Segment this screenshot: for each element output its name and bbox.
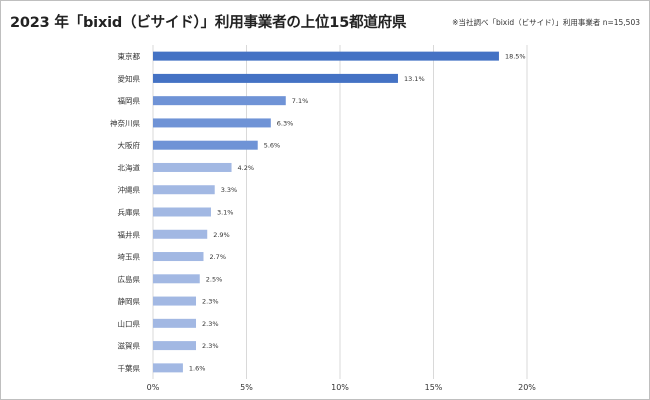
- bar: [153, 363, 183, 373]
- bar: [153, 162, 232, 172]
- category-label: 広島県: [118, 274, 141, 284]
- data-label: 18.5%: [505, 53, 526, 61]
- data-label: 6.3%: [277, 119, 294, 127]
- data-label: 3.3%: [221, 186, 238, 194]
- data-label: 2.7%: [209, 253, 226, 261]
- category-label: 福井県: [118, 229, 141, 239]
- source-note: ※当社調べ「bixid（ビサイド）」利用事業者 n=15,503: [452, 18, 640, 27]
- bar: [153, 318, 197, 328]
- category-label: 福岡県: [118, 97, 141, 106]
- category-label: 北海道: [118, 162, 141, 172]
- category-label: 沖縄県: [118, 185, 141, 195]
- x-tick-label: 0%: [147, 383, 160, 392]
- bar: [153, 252, 204, 262]
- data-label: 1.6%: [189, 364, 206, 372]
- data-label: 2.3%: [202, 298, 219, 306]
- bar: [153, 229, 208, 239]
- category-label: 神奈川県: [110, 118, 140, 128]
- x-tick-label: 20%: [518, 383, 536, 392]
- data-label: 2.3%: [202, 320, 219, 328]
- category-label: 山口県: [118, 318, 141, 328]
- category-label: 大阪府: [118, 140, 141, 150]
- bar: [153, 118, 271, 128]
- category-label: 静岡県: [118, 296, 141, 306]
- category-axis: 東京都愛知県福岡県神奈川県大阪府北海道沖縄県兵庫県福井県埼玉県広島県静岡県山口県…: [110, 51, 140, 373]
- category-label: 兵庫県: [118, 207, 141, 217]
- data-label: 7.1%: [292, 97, 309, 105]
- data-label: 2.9%: [213, 231, 230, 239]
- category-label: 埼玉県: [118, 252, 141, 262]
- bar: [153, 96, 286, 106]
- bar: [153, 73, 398, 83]
- bar-series: [153, 51, 499, 373]
- bar: [153, 185, 215, 195]
- category-label: 滋賀県: [118, 341, 141, 351]
- bar: [153, 341, 197, 351]
- data-labels: 18.5% 13.1% 7.1% 6.3% 5.6% 4.2% 3.3% 3.1% 2.9% 2.…: [189, 53, 526, 373]
- bar: [153, 51, 499, 61]
- x-tick-label: 15%: [425, 383, 443, 392]
- data-label: 2.5%: [206, 275, 223, 283]
- chart-title: 2023 年「bixid（ビサイド）」利用事業者の上位15都道府県: [10, 15, 407, 31]
- data-label: 2.3%: [202, 342, 219, 350]
- bar: [153, 207, 211, 217]
- x-tick-label: 5%: [240, 383, 253, 392]
- category-label: 東京都: [118, 51, 141, 61]
- category-label: 愛知県: [118, 73, 141, 83]
- bar: [153, 296, 197, 306]
- bar: [153, 274, 200, 284]
- bar: [153, 140, 258, 150]
- data-label: 3.1%: [217, 209, 234, 217]
- data-label: 4.2%: [238, 164, 255, 172]
- data-label: 13.1%: [404, 75, 425, 83]
- data-label: 5.6%: [264, 142, 281, 150]
- value-axis: 0% 5% 10% 15% 20%: [147, 383, 537, 392]
- category-label: 千葉県: [118, 363, 141, 373]
- x-tick-label: 10%: [331, 383, 349, 392]
